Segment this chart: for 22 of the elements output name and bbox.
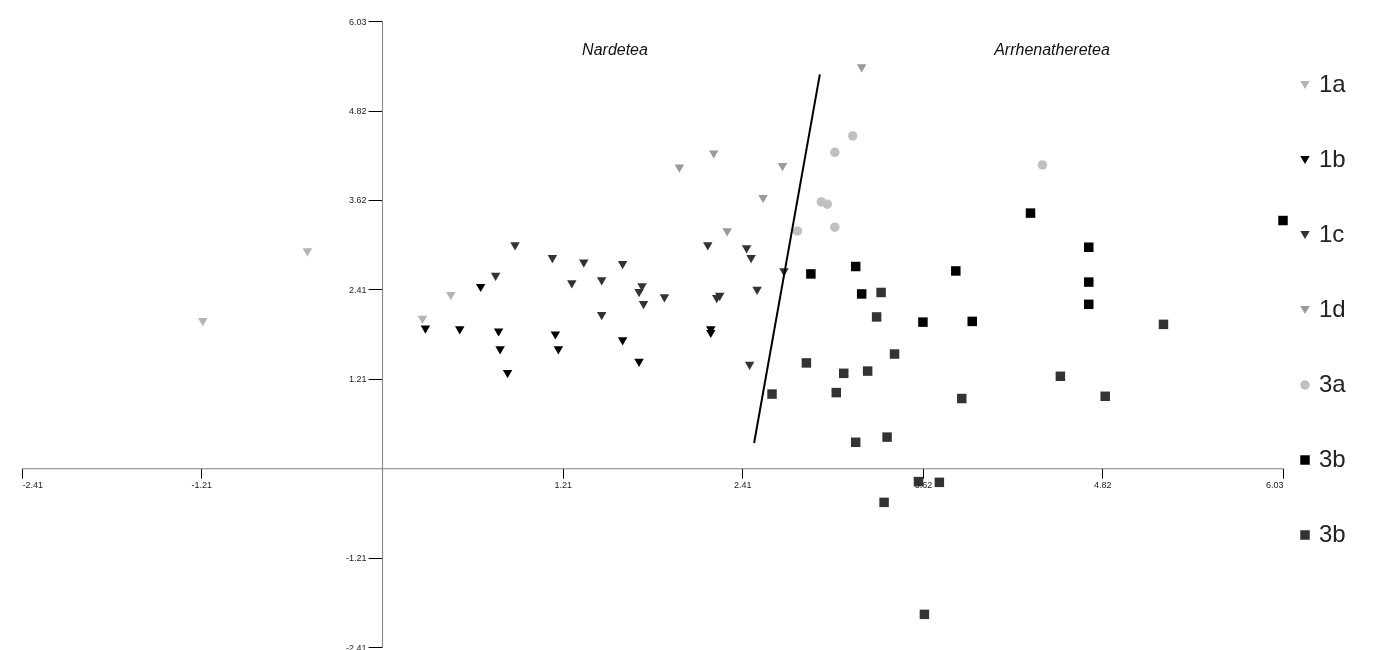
y-tick-label: 4.82 [349, 106, 367, 117]
x-tick-label: -2.41 [22, 479, 44, 490]
y-tick-label: 1.21 [349, 374, 367, 384]
legend-label: 3b [1319, 520, 1346, 547]
x-tick-label: 4.82 [1093, 479, 1112, 490]
legend-label: 1d [1319, 295, 1346, 322]
x-tick-label: 6.03 [1265, 479, 1284, 490]
legend-label: 1a [1319, 70, 1347, 97]
y-tick-label: 6.03 [349, 16, 367, 27]
x-tick-label: 2.41 [733, 479, 752, 490]
legend-label: 3a [1319, 370, 1347, 397]
annotation: Arrhenatheretea [993, 41, 1110, 58]
annotation: Nardetea [582, 41, 649, 58]
y-tick-label: -2.41 [346, 642, 367, 650]
y-tick-label: 3.62 [349, 195, 367, 206]
x-tick-label: -1.21 [191, 479, 213, 490]
y-tick-label: -1.21 [346, 553, 367, 564]
y-tick-label: 2.41 [349, 285, 367, 295]
legend-label: 1b [1319, 145, 1346, 172]
x-tick-label: 1.21 [554, 479, 573, 490]
legend-label: 1c [1319, 220, 1345, 247]
legend-label: 3b [1319, 445, 1346, 472]
